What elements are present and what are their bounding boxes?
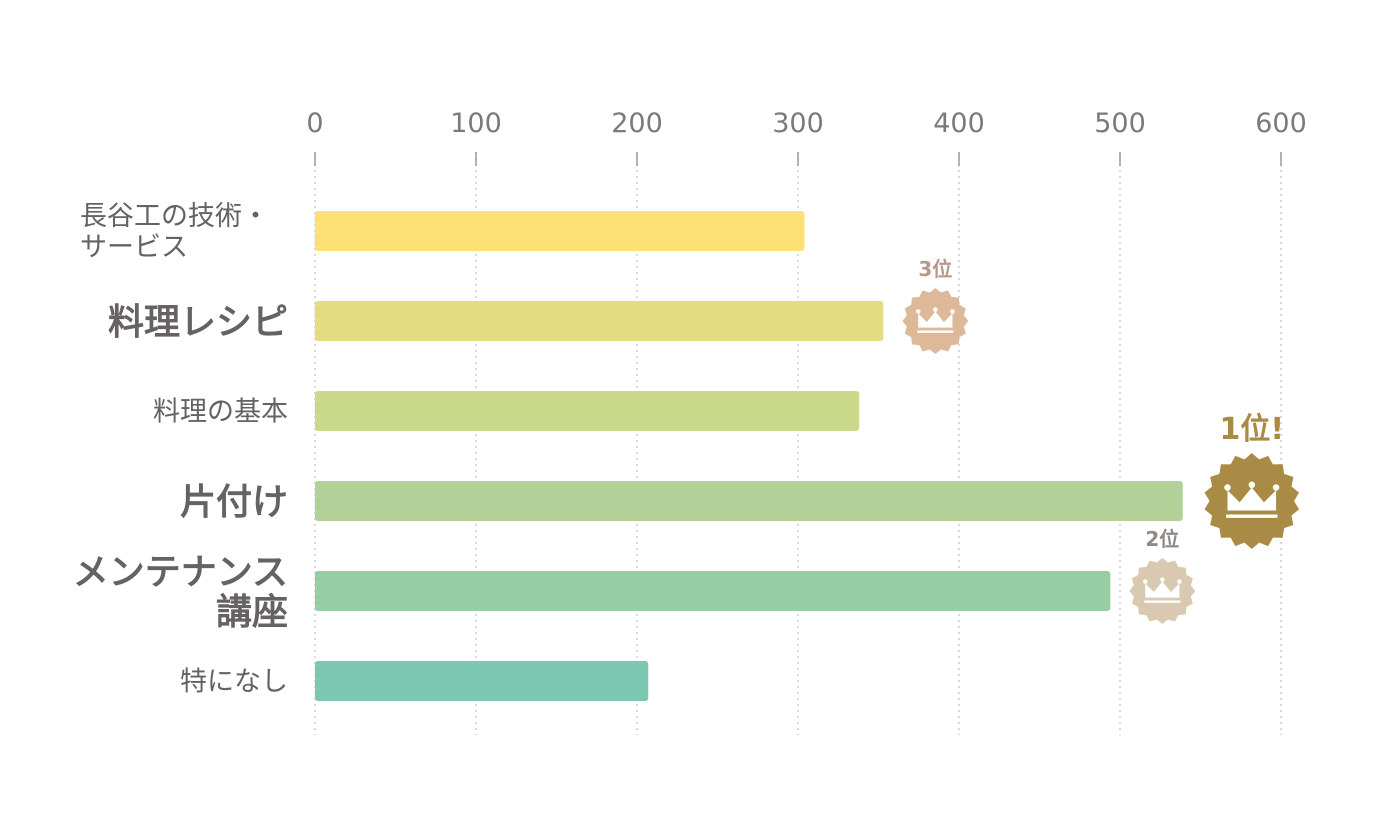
crown-body bbox=[918, 311, 953, 328]
crown-jewel bbox=[1224, 484, 1231, 491]
bar bbox=[315, 571, 1111, 611]
tick-label: 200 bbox=[611, 108, 663, 139]
crown-jewel bbox=[1177, 579, 1182, 584]
rank-badge: 1位! bbox=[1204, 412, 1300, 549]
tick-label: 100 bbox=[450, 108, 502, 139]
category-label: 講座 bbox=[216, 591, 288, 633]
crown-jewel bbox=[933, 307, 938, 312]
tick-label: 300 bbox=[772, 108, 824, 139]
category-label: サービス bbox=[80, 232, 188, 263]
bar bbox=[315, 661, 649, 701]
category-label: 特になし bbox=[180, 667, 288, 698]
rank-label: 1位! bbox=[1220, 412, 1285, 447]
crown-base bbox=[1144, 600, 1181, 603]
crown-jewel bbox=[1272, 484, 1280, 491]
bar bbox=[315, 391, 860, 431]
crown-body bbox=[1145, 581, 1180, 598]
tick-label: 0 bbox=[306, 108, 323, 139]
rank-badge: 2位 bbox=[1129, 527, 1196, 624]
tick-label: 400 bbox=[933, 108, 985, 139]
category-label: 長谷工の技術・ bbox=[80, 201, 269, 232]
crown-body bbox=[1227, 487, 1277, 511]
rank-label: 2位 bbox=[1145, 527, 1179, 551]
rank-badge: 3位 bbox=[902, 257, 969, 354]
crown-jewel bbox=[1248, 481, 1256, 489]
category-label: 片付け bbox=[180, 482, 288, 523]
bar bbox=[315, 301, 884, 341]
tick-label: 500 bbox=[1094, 108, 1146, 139]
category-label: 料理レシピ bbox=[108, 302, 288, 343]
crown-jewel bbox=[950, 309, 955, 314]
crown-base bbox=[1226, 514, 1278, 518]
crown-base bbox=[917, 330, 954, 333]
crown-jewel bbox=[915, 309, 921, 314]
bar bbox=[315, 211, 805, 251]
category-label: 料理の基本 bbox=[153, 397, 288, 428]
crown-jewel bbox=[1160, 577, 1165, 582]
category-label: メンテナンス bbox=[73, 552, 288, 593]
crown-jewel bbox=[1142, 579, 1148, 584]
bar bbox=[315, 481, 1183, 521]
rank-label: 3位 bbox=[918, 257, 952, 281]
tick-label: 600 bbox=[1255, 108, 1307, 139]
